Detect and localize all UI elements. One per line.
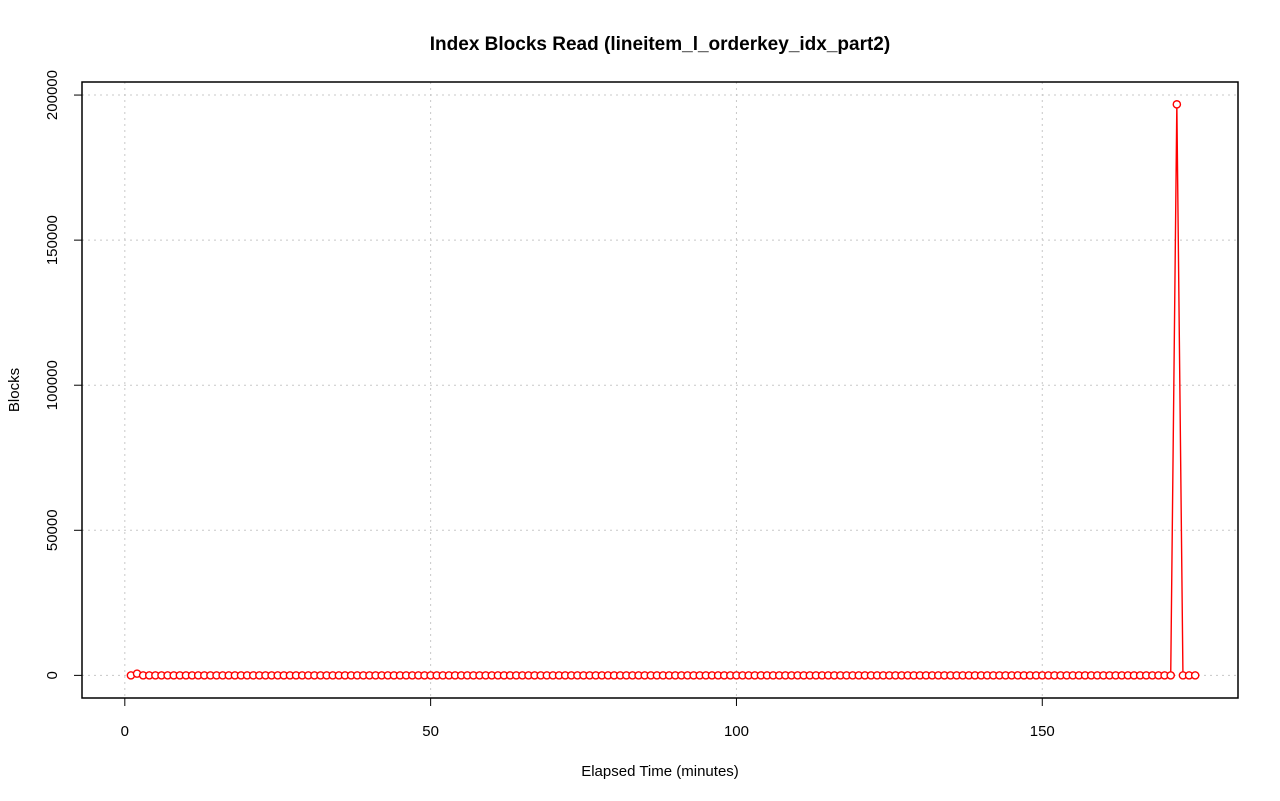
- y-tick-label: 50000: [44, 509, 61, 551]
- x-tick-label: 150: [1030, 723, 1055, 740]
- axes: 0 50 100 150 0 50000 100000 150000 200000: [44, 70, 1055, 740]
- x-tick-label: 0: [121, 723, 129, 740]
- y-axis-label: Blocks: [6, 368, 23, 412]
- x-tick-label: 100: [724, 723, 749, 740]
- data-series: [126, 100, 1200, 680]
- x-axis-label: Elapsed Time (minutes): [581, 763, 739, 780]
- x-tick-label: 50: [422, 723, 439, 740]
- series-line: [130, 104, 1196, 677]
- y-tick-label: 0: [44, 671, 61, 679]
- grid: [82, 82, 1238, 698]
- y-tick-label: 200000: [44, 70, 61, 120]
- data-point: [1190, 671, 1200, 680]
- data-point: [1166, 671, 1176, 680]
- y-tick-label: 150000: [44, 215, 61, 265]
- plot-frame: [81, 81, 1239, 699]
- data-point: [1172, 100, 1182, 109]
- chart-title: Index Blocks Read (lineitem_l_orderkey_i…: [430, 34, 890, 55]
- y-tick-label: 100000: [44, 360, 61, 410]
